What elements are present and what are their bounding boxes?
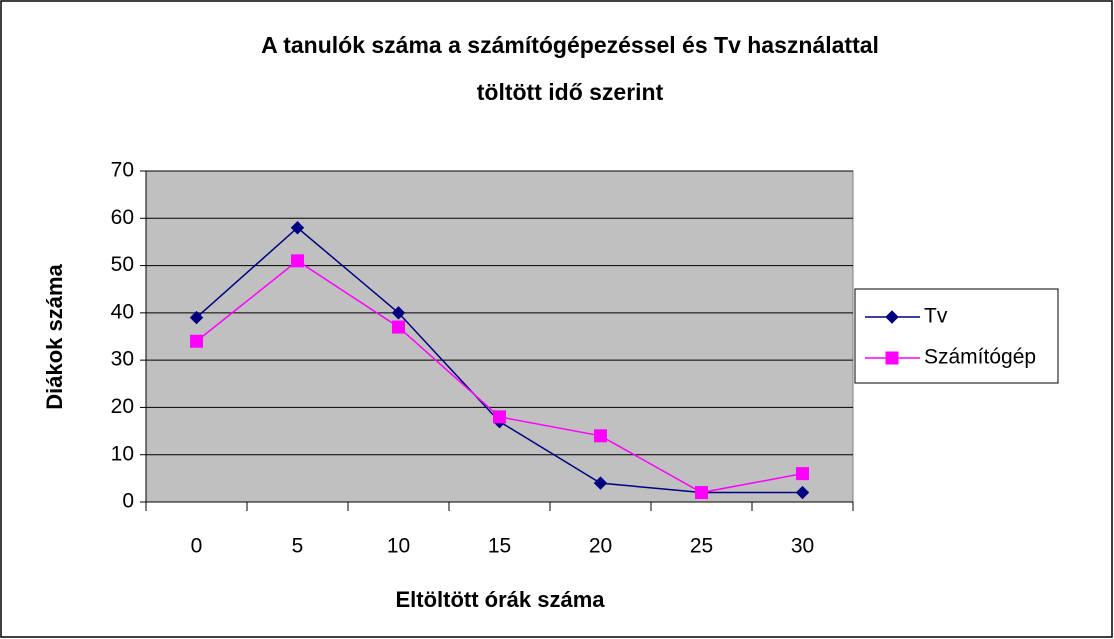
y-tick-label: 30 (111, 348, 134, 371)
data-point (695, 486, 708, 500)
legend-label: Számítógép (924, 346, 1036, 369)
x-tick-label: 30 (791, 535, 814, 558)
data-point (796, 467, 809, 481)
data-point (391, 306, 406, 320)
legend-marker (885, 310, 899, 324)
data-point (593, 476, 608, 490)
y-tick-label: 70 (111, 159, 134, 182)
legend-marker (885, 351, 899, 365)
y-tick-label: 20 (111, 395, 134, 418)
y-axis-title: Diákok száma (42, 263, 67, 409)
y-tick-label: 10 (111, 442, 134, 465)
y-tick-label: 40 (111, 300, 134, 323)
data-point (594, 429, 607, 443)
legend-label: Tv (924, 305, 948, 328)
legend-box (854, 288, 1059, 384)
x-tick-label: 0 (191, 535, 203, 558)
data-point (392, 320, 405, 334)
plot-area (145, 170, 854, 503)
x-tick-label: 15 (488, 535, 511, 558)
data-point (290, 221, 305, 235)
chart-title: töltött idő szerint (477, 79, 664, 105)
x-tick-label: 5 (292, 535, 304, 558)
data-point (291, 254, 304, 268)
data-point (190, 334, 203, 348)
chart-title: A tanulók száma a számítógépezéssel és T… (261, 32, 879, 58)
data-point (189, 310, 204, 325)
y-tick-label: 50 (111, 253, 134, 276)
x-axis-title: Eltöltött órák száma (395, 587, 605, 612)
data-point (493, 410, 506, 424)
x-tick-label: 25 (690, 535, 713, 558)
x-tick-label: 10 (387, 535, 410, 558)
x-tick-label: 20 (589, 535, 612, 558)
y-tick-label: 60 (111, 206, 134, 229)
data-point (795, 485, 810, 500)
y-tick-label: 0 (122, 490, 134, 513)
